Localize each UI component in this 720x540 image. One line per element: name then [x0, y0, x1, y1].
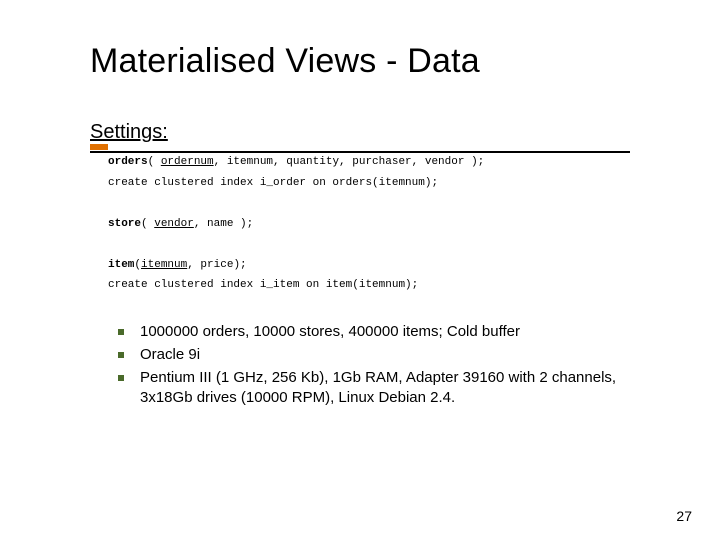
code-text: , name ); [194, 218, 253, 230]
page-number: 27 [676, 508, 692, 524]
accent-bar [90, 144, 108, 150]
settings-heading: Settings: [90, 121, 680, 144]
code-keyword: store [108, 218, 141, 230]
code-underline: vendor [154, 218, 194, 230]
code-line-4: item(itemnum, price); [108, 257, 680, 274]
bullet-icon [118, 352, 124, 358]
code-text: ( [141, 218, 154, 230]
bullet-icon [118, 329, 124, 335]
code-text: , price); [187, 259, 246, 271]
code-keyword: item [108, 259, 134, 271]
code-spacer [108, 236, 680, 253]
code-spacer [108, 195, 680, 212]
bullet-text: Oracle 9i [140, 345, 200, 365]
code-line-2: create clustered index i_order on orders… [108, 175, 680, 192]
code-line-5: create clustered index i_item on item(it… [108, 277, 680, 294]
title-underline [90, 151, 630, 153]
bullet-list: 1000000 orders, 10000 stores, 400000 ite… [118, 322, 680, 409]
bullet-text: 1000000 orders, 10000 stores, 400000 ite… [140, 322, 520, 342]
code-text: ( [148, 156, 161, 168]
list-item: Pentium III (1 GHz, 256 Kb), 1Gb RAM, Ad… [118, 368, 680, 409]
bullet-text: Pentium III (1 GHz, 256 Kb), 1Gb RAM, Ad… [140, 368, 650, 409]
slide-title: Materialised Views - Data [90, 42, 680, 81]
code-underline: itemnum [141, 259, 187, 271]
code-line-1: orders( ordernum, itemnum, quantity, pur… [108, 154, 680, 171]
code-underline: ordernum [161, 156, 214, 168]
code-text: , itemnum, quantity, purchaser, vendor )… [214, 156, 485, 168]
slide: Materialised Views - Data Settings: orde… [0, 0, 720, 540]
list-item: Oracle 9i [118, 345, 680, 365]
bullet-icon [118, 375, 124, 381]
list-item: 1000000 orders, 10000 stores, 400000 ite… [118, 322, 680, 342]
code-keyword: orders [108, 156, 148, 168]
code-line-3: store( vendor, name ); [108, 216, 680, 233]
